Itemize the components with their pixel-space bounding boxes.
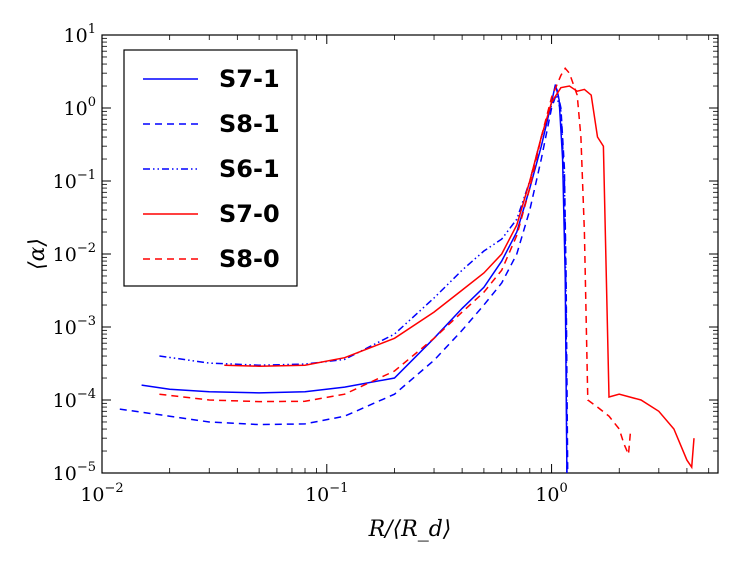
y-tick-label: 10−4 [53,387,96,412]
y-tick-label-base: 10 [64,98,88,120]
y-tick-label: 10−2 [53,241,96,266]
y-tick-label-base: 10 [53,317,77,339]
y-tick-label-exp: −3 [77,314,96,329]
y-tick-label-base: 10 [53,463,77,485]
legend: S7-1 S8-1 S6-1 S7-0 S8-0 [123,49,298,287]
y-tick-label: 10−3 [53,314,96,339]
y-tick-label-exp: −4 [77,387,96,402]
x-tick-label-base: 10 [535,484,559,506]
y-tick-label: 10−1 [53,168,96,193]
series-line-s7-0 [224,85,695,470]
y-tick-label-exp: −1 [77,168,96,183]
series-line-s6-1 [159,92,568,474]
legend-label-s8-1: S8-1 [219,110,280,138]
x-tick-label-base: 10 [305,484,329,506]
x-tick-label-exp: 0 [560,481,568,496]
y-tick-label-exp: −5 [77,460,96,475]
legend-box [123,49,298,287]
y-tick-label: 10−5 [53,460,96,485]
x-tick-label-exp: −1 [329,481,348,496]
y-tick-label-base: 10 [53,390,77,412]
legend-label-s8-0: S8-0 [219,245,280,273]
x-axis-label: R/⟨R_d⟩ [368,517,452,542]
x-tick-label-exp: −2 [105,481,124,496]
x-tick-label-base: 10 [80,484,104,506]
legend-label-s7-0: S7-0 [219,200,280,228]
series-line-s8-0 [159,67,632,455]
y-tick-label-base: 10 [53,244,77,266]
y-tick-label: 101 [64,22,96,47]
x-tick-label: 10−2 [80,481,123,506]
y-tick-label-exp: 1 [88,22,96,37]
series-line-s8-1 [119,88,569,474]
axis-labels: R/⟨R_d⟩ ⟨α⟩ [25,238,451,542]
y-tick-label: 100 [64,95,96,120]
x-tick-label: 10−1 [305,481,348,506]
y-tick-label-base: 10 [64,25,88,47]
y-tick-label-exp: 0 [88,95,96,110]
y-tick-label-base: 10 [53,171,77,193]
legend-label-s7-1: S7-1 [219,65,280,93]
y-tick-label-exp: −2 [77,241,96,256]
legend-label-s6-1: S6-1 [219,155,280,183]
x-tick-label: 100 [535,481,567,506]
series-layer [119,67,695,474]
y-axis-label: ⟨α⟩ [25,238,50,270]
